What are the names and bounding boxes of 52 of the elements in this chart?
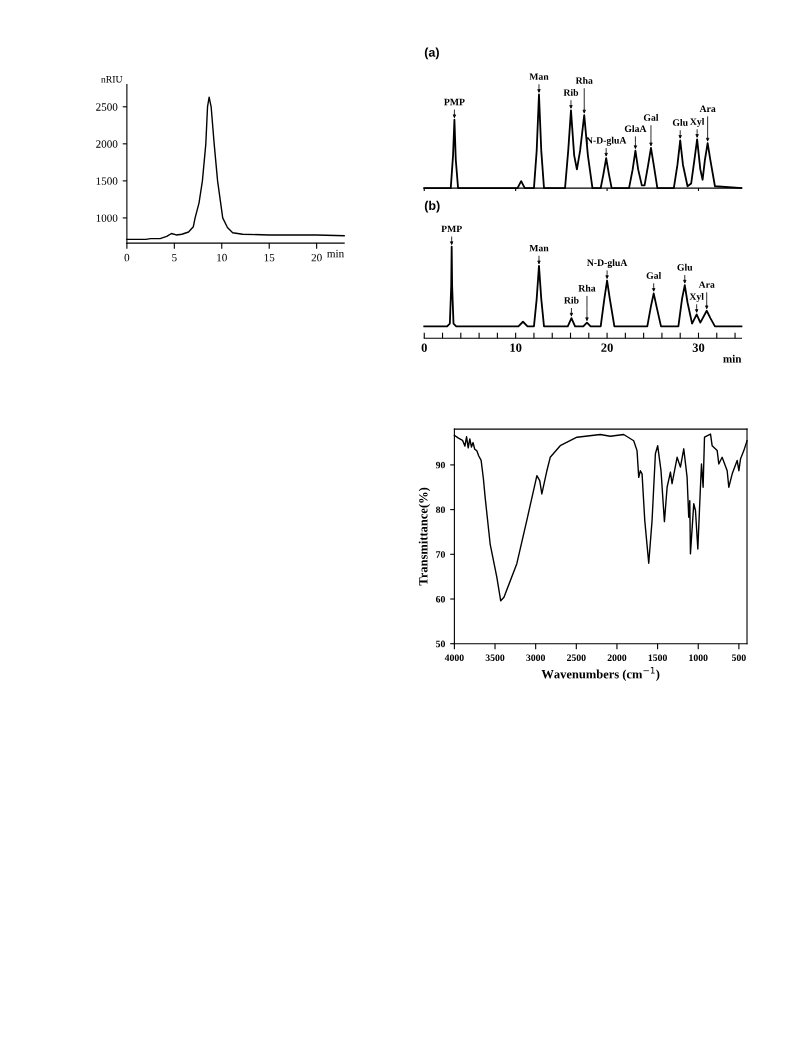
x-axis-title: Wavenumbers (cm$^{−1}$) [541,667,660,681]
x-tick-label: 10 [510,343,522,352]
x-tick-label: 500 [731,654,746,661]
y-tick-label: 90 [435,461,445,469]
annotation: Xyl [689,293,704,302]
annotation: PMP [441,225,462,233]
y-axis-title: Transmittance(%) [418,487,431,586]
annotation: Gal [646,272,662,279]
annotation: Rib [564,296,579,304]
x-tick-label: 4000 [444,654,464,661]
annotation: Ara [698,281,715,288]
y-tick-label: 2500 [96,103,118,111]
x-tick-label: 2500 [567,654,586,661]
annotation: PMP [444,98,465,106]
x-tick-label: 2000 [607,654,627,661]
x-tick-label: 15 [264,253,275,262]
chart-title: (b) [424,200,440,213]
annotation: Rib [563,89,579,96]
annotation: Ara [699,105,716,113]
annotation: Gal [643,114,659,121]
x-tick-label: 10 [217,253,227,262]
x-tick-label: 0 [124,253,130,262]
chart-title: (a) [424,47,439,60]
annotation: N-D-gluA [586,136,627,146]
y-tick-label: 1000 [96,214,118,222]
x-tick-label: 3000 [526,654,546,661]
x-tick-label: 0 [421,343,427,352]
y-tick-label: 80 [435,506,445,514]
x-tick-label: 20 [311,253,322,262]
x-tick-label: 30 [692,343,705,352]
y-tick-label: 2000 [96,140,118,148]
annotation: Rha [578,284,596,292]
annotation: Rha [575,77,593,84]
annotation: Man [529,73,549,80]
annotation: Glu [677,263,693,271]
y-tick-label: 1500 [96,177,118,185]
annotation: GlaA [624,125,647,133]
y-tick-label: 60 [435,595,445,603]
annotation: Xyl [690,118,705,127]
x-tick-label: 1500 [648,654,667,661]
x-tick-label: 20 [601,343,613,352]
annotation: N-D-gluA [587,259,628,269]
y-tick-label: 50 [436,640,445,648]
y-tick-label: 70 [436,551,445,558]
x-tick-label: 3500 [485,654,505,661]
annotation: Man [529,244,549,252]
y-axis-title: nRIU [101,76,123,83]
x-tick-label: 5 [172,253,177,262]
x-axis-title: min [723,354,742,363]
x-tick-label: 1000 [689,654,708,661]
annotation: Glu [672,119,688,126]
x-axis-title: min [327,249,344,258]
